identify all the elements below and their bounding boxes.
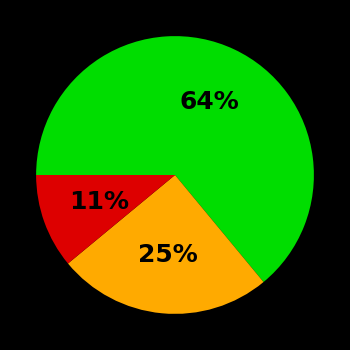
Text: 25%: 25% (138, 243, 197, 267)
Text: 11%: 11% (69, 190, 129, 214)
Wedge shape (36, 175, 175, 264)
Wedge shape (36, 36, 314, 282)
Wedge shape (68, 175, 264, 314)
Text: 64%: 64% (180, 90, 239, 114)
